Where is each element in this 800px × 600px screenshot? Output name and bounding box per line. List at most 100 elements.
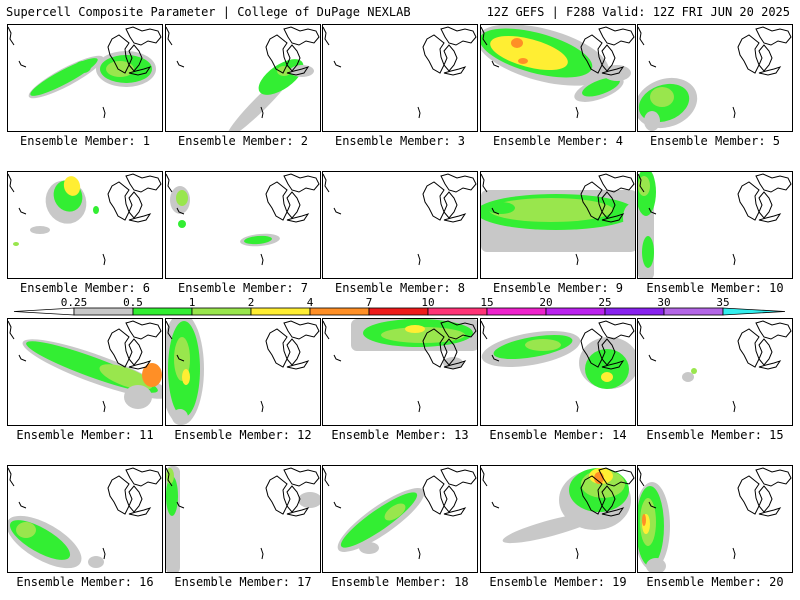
ensemble-member-map-16 xyxy=(7,465,163,573)
ensemble-member-map-13 xyxy=(322,318,478,426)
great-lakes-outline xyxy=(758,66,782,76)
ensemble-member-label: Ensemble Member: 2 xyxy=(177,134,309,148)
scp-field-16 xyxy=(8,467,162,569)
great-lakes-outline xyxy=(128,213,152,223)
scp-field-12 xyxy=(166,319,320,425)
great-lakes-outline xyxy=(601,66,625,76)
ensemble-member-map-1 xyxy=(7,24,163,132)
great-lakes-outline xyxy=(648,207,657,215)
great-lakes-outline xyxy=(260,253,264,266)
great-lakes-outline xyxy=(166,320,173,340)
ensemble-member-map-15 xyxy=(637,318,793,426)
great-lakes-outline xyxy=(732,400,736,413)
great-lakes-outline xyxy=(648,501,657,509)
great-lakes-outline xyxy=(265,328,288,368)
colorbar-segment xyxy=(427,307,488,316)
scp-field-9 xyxy=(481,173,635,266)
great-lakes-outline xyxy=(737,475,760,515)
ensemble-member-label: Ensemble Member: 1 xyxy=(19,134,151,148)
great-lakes-outline xyxy=(333,501,342,509)
ensemble-member-label: Ensemble Member: 9 xyxy=(492,281,624,295)
great-lakes-outline xyxy=(286,507,310,517)
scp-contour-fill xyxy=(518,58,528,64)
ensemble-member-map-17 xyxy=(165,465,321,573)
scp-contour-fill xyxy=(650,87,674,107)
great-lakes-outline xyxy=(283,26,320,46)
great-lakes-outline xyxy=(265,181,288,221)
great-lakes-outline xyxy=(440,320,477,340)
great-lakes-outline xyxy=(491,501,500,509)
scp-field-14 xyxy=(481,320,635,413)
ensemble-member-label: Ensemble Member: 13 xyxy=(331,428,469,442)
colorbar-tick-label: 1 xyxy=(189,296,196,309)
scp-contour-fill xyxy=(642,514,646,526)
great-lakes-outline xyxy=(260,400,264,413)
great-lakes-outline xyxy=(18,501,27,509)
great-lakes-outline xyxy=(443,66,467,76)
great-lakes-outline xyxy=(443,507,467,517)
great-lakes-outline xyxy=(601,485,616,513)
ensemble-member-label: Ensemble Member: 11 xyxy=(16,428,154,442)
great-lakes-outline xyxy=(422,475,445,515)
ensemble-member-map-9 xyxy=(480,171,636,279)
scp-field-11 xyxy=(8,320,162,413)
colorbar-arrow-low xyxy=(13,307,75,316)
great-lakes-outline xyxy=(176,207,185,215)
great-lakes-outline xyxy=(265,475,288,515)
great-lakes-outline xyxy=(732,106,736,119)
great-lakes-outline xyxy=(417,253,421,266)
great-lakes-outline xyxy=(176,60,185,68)
great-lakes-outline xyxy=(491,354,500,362)
great-lakes-outline xyxy=(758,485,773,513)
scp-contour-fill xyxy=(525,339,561,351)
great-lakes-outline xyxy=(737,328,760,368)
great-lakes-outline xyxy=(107,181,130,221)
great-lakes-outline xyxy=(417,106,421,119)
scp-contour-fill xyxy=(582,77,620,97)
scp-contour-fill xyxy=(88,556,104,568)
great-lakes-outline xyxy=(323,173,330,193)
great-lakes-outline xyxy=(422,181,445,221)
great-lakes-outline xyxy=(732,253,736,266)
scp-contour-fill xyxy=(601,372,613,382)
great-lakes-outline xyxy=(575,400,579,413)
colorbar-segment xyxy=(663,307,724,316)
great-lakes-outline xyxy=(638,26,645,46)
scp-field-15 xyxy=(638,320,792,413)
great-lakes-outline xyxy=(176,354,185,362)
scp-contour-fill xyxy=(381,327,465,343)
great-lakes-outline xyxy=(440,26,477,46)
great-lakes-outline xyxy=(598,467,635,487)
great-lakes-outline xyxy=(323,467,330,487)
great-lakes-outline xyxy=(440,467,477,487)
ensemble-member-label: Ensemble Member: 5 xyxy=(649,134,781,148)
great-lakes-outline xyxy=(128,507,152,517)
ensemble-member-label: Ensemble Member: 18 xyxy=(331,575,469,589)
scp-contour-fill xyxy=(490,35,568,71)
scp-contour-fill xyxy=(644,111,660,131)
scp-contour-fill xyxy=(75,61,91,73)
ensemble-member-map-4 xyxy=(480,24,636,132)
scp-contour-fill xyxy=(682,372,694,382)
great-lakes-outline xyxy=(323,320,330,340)
great-lakes-outline xyxy=(598,26,635,46)
scp-field-17 xyxy=(166,466,320,572)
great-lakes-outline xyxy=(417,547,421,560)
scp-contour-fill xyxy=(298,492,320,508)
great-lakes-outline xyxy=(481,467,488,487)
great-lakes-outline xyxy=(260,106,264,119)
great-lakes-outline xyxy=(125,26,162,46)
great-lakes-outline xyxy=(598,173,635,193)
scp-contour-fill xyxy=(166,476,178,516)
scp-field-20 xyxy=(638,467,792,572)
great-lakes-outline xyxy=(417,400,421,413)
scp-contour-fill xyxy=(487,202,515,214)
ensemble-member-label: Ensemble Member: 17 xyxy=(174,575,312,589)
colorbar-tick-label: 4 xyxy=(307,296,314,309)
model-run-info: 12Z GEFS | F288 Valid: 12Z FRI JUN 20 20… xyxy=(486,5,790,19)
great-lakes-outline xyxy=(8,467,15,487)
scp-field-10 xyxy=(638,172,792,278)
great-lakes-outline xyxy=(283,467,320,487)
ensemble-member-map-12 xyxy=(165,318,321,426)
great-lakes-outline xyxy=(481,320,488,340)
